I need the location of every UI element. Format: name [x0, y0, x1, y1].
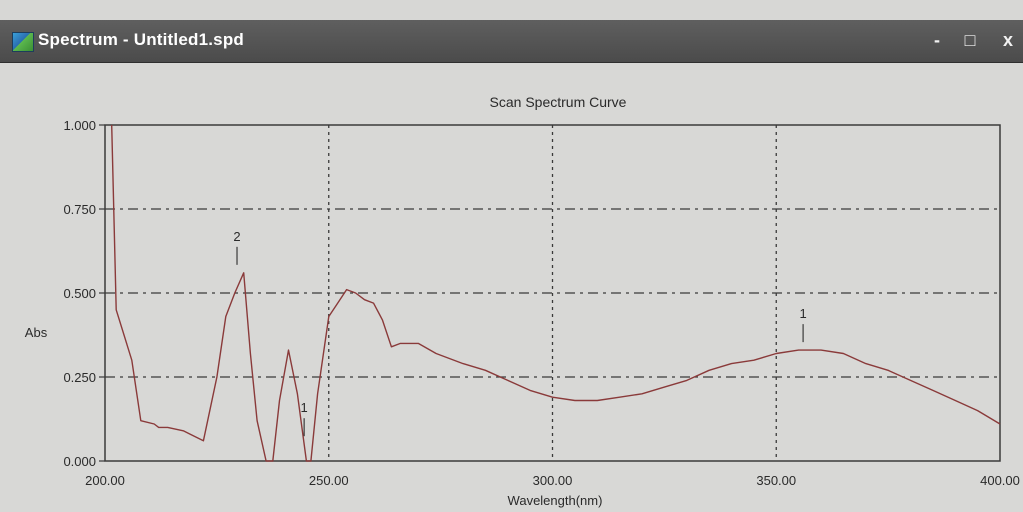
- y-axis-label: Abs: [25, 325, 48, 340]
- window-title: Spectrum - Untitled1.spd: [38, 30, 244, 49]
- x-tick-label: 200.00: [85, 473, 125, 488]
- title-bar[interactable]: Spectrum - Untitled1.spd - □ x: [0, 20, 1023, 63]
- close-icon[interactable]: x: [1002, 30, 1013, 50]
- y-tick-label: 0.750: [63, 202, 96, 217]
- grid: [105, 125, 1000, 461]
- x-tick-label: 350.00: [756, 473, 796, 488]
- x-tick-label: 300.00: [533, 473, 573, 488]
- maximize-icon[interactable]: □: [964, 30, 976, 50]
- y-tick-label: 0.250: [63, 370, 96, 385]
- spectrum-line: [111, 124, 1001, 462]
- x-tick-label: 250.00: [309, 473, 349, 488]
- x-tick-label: 400.00: [980, 473, 1020, 488]
- minimize-icon[interactable]: -: [934, 30, 940, 50]
- peak-marker-label: 1: [799, 306, 806, 321]
- y-tick-label: 0.500: [63, 286, 96, 301]
- peak-marker-label: 1: [301, 400, 308, 415]
- peak-marker: 1: [301, 400, 308, 437]
- peak-marker: 1: [799, 306, 807, 343]
- x-axis-label: Wavelength(nm): [508, 493, 603, 508]
- chart-area: Scan Spectrum Curve 200.00 250.00 300.00 35…: [0, 63, 1023, 512]
- spectrum-app-icon: [12, 32, 34, 52]
- spectrum-chart: Scan Spectrum Curve 200.00 250.00 300.00 35…: [25, 94, 1020, 508]
- peak-marker: 2: [233, 229, 241, 265]
- peak-marker-label: 2: [233, 229, 240, 244]
- axis-ticks: 200.00 250.00 300.00 350.00 400.00 0.000 0.250…: [63, 118, 1019, 488]
- series: [111, 124, 1001, 462]
- chart-title: Scan Spectrum Curve: [490, 94, 627, 110]
- y-tick-label: 0.000: [63, 454, 96, 469]
- peak-annotations: 2 1 1: [233, 229, 807, 437]
- y-tick-label: 1.000: [63, 118, 96, 133]
